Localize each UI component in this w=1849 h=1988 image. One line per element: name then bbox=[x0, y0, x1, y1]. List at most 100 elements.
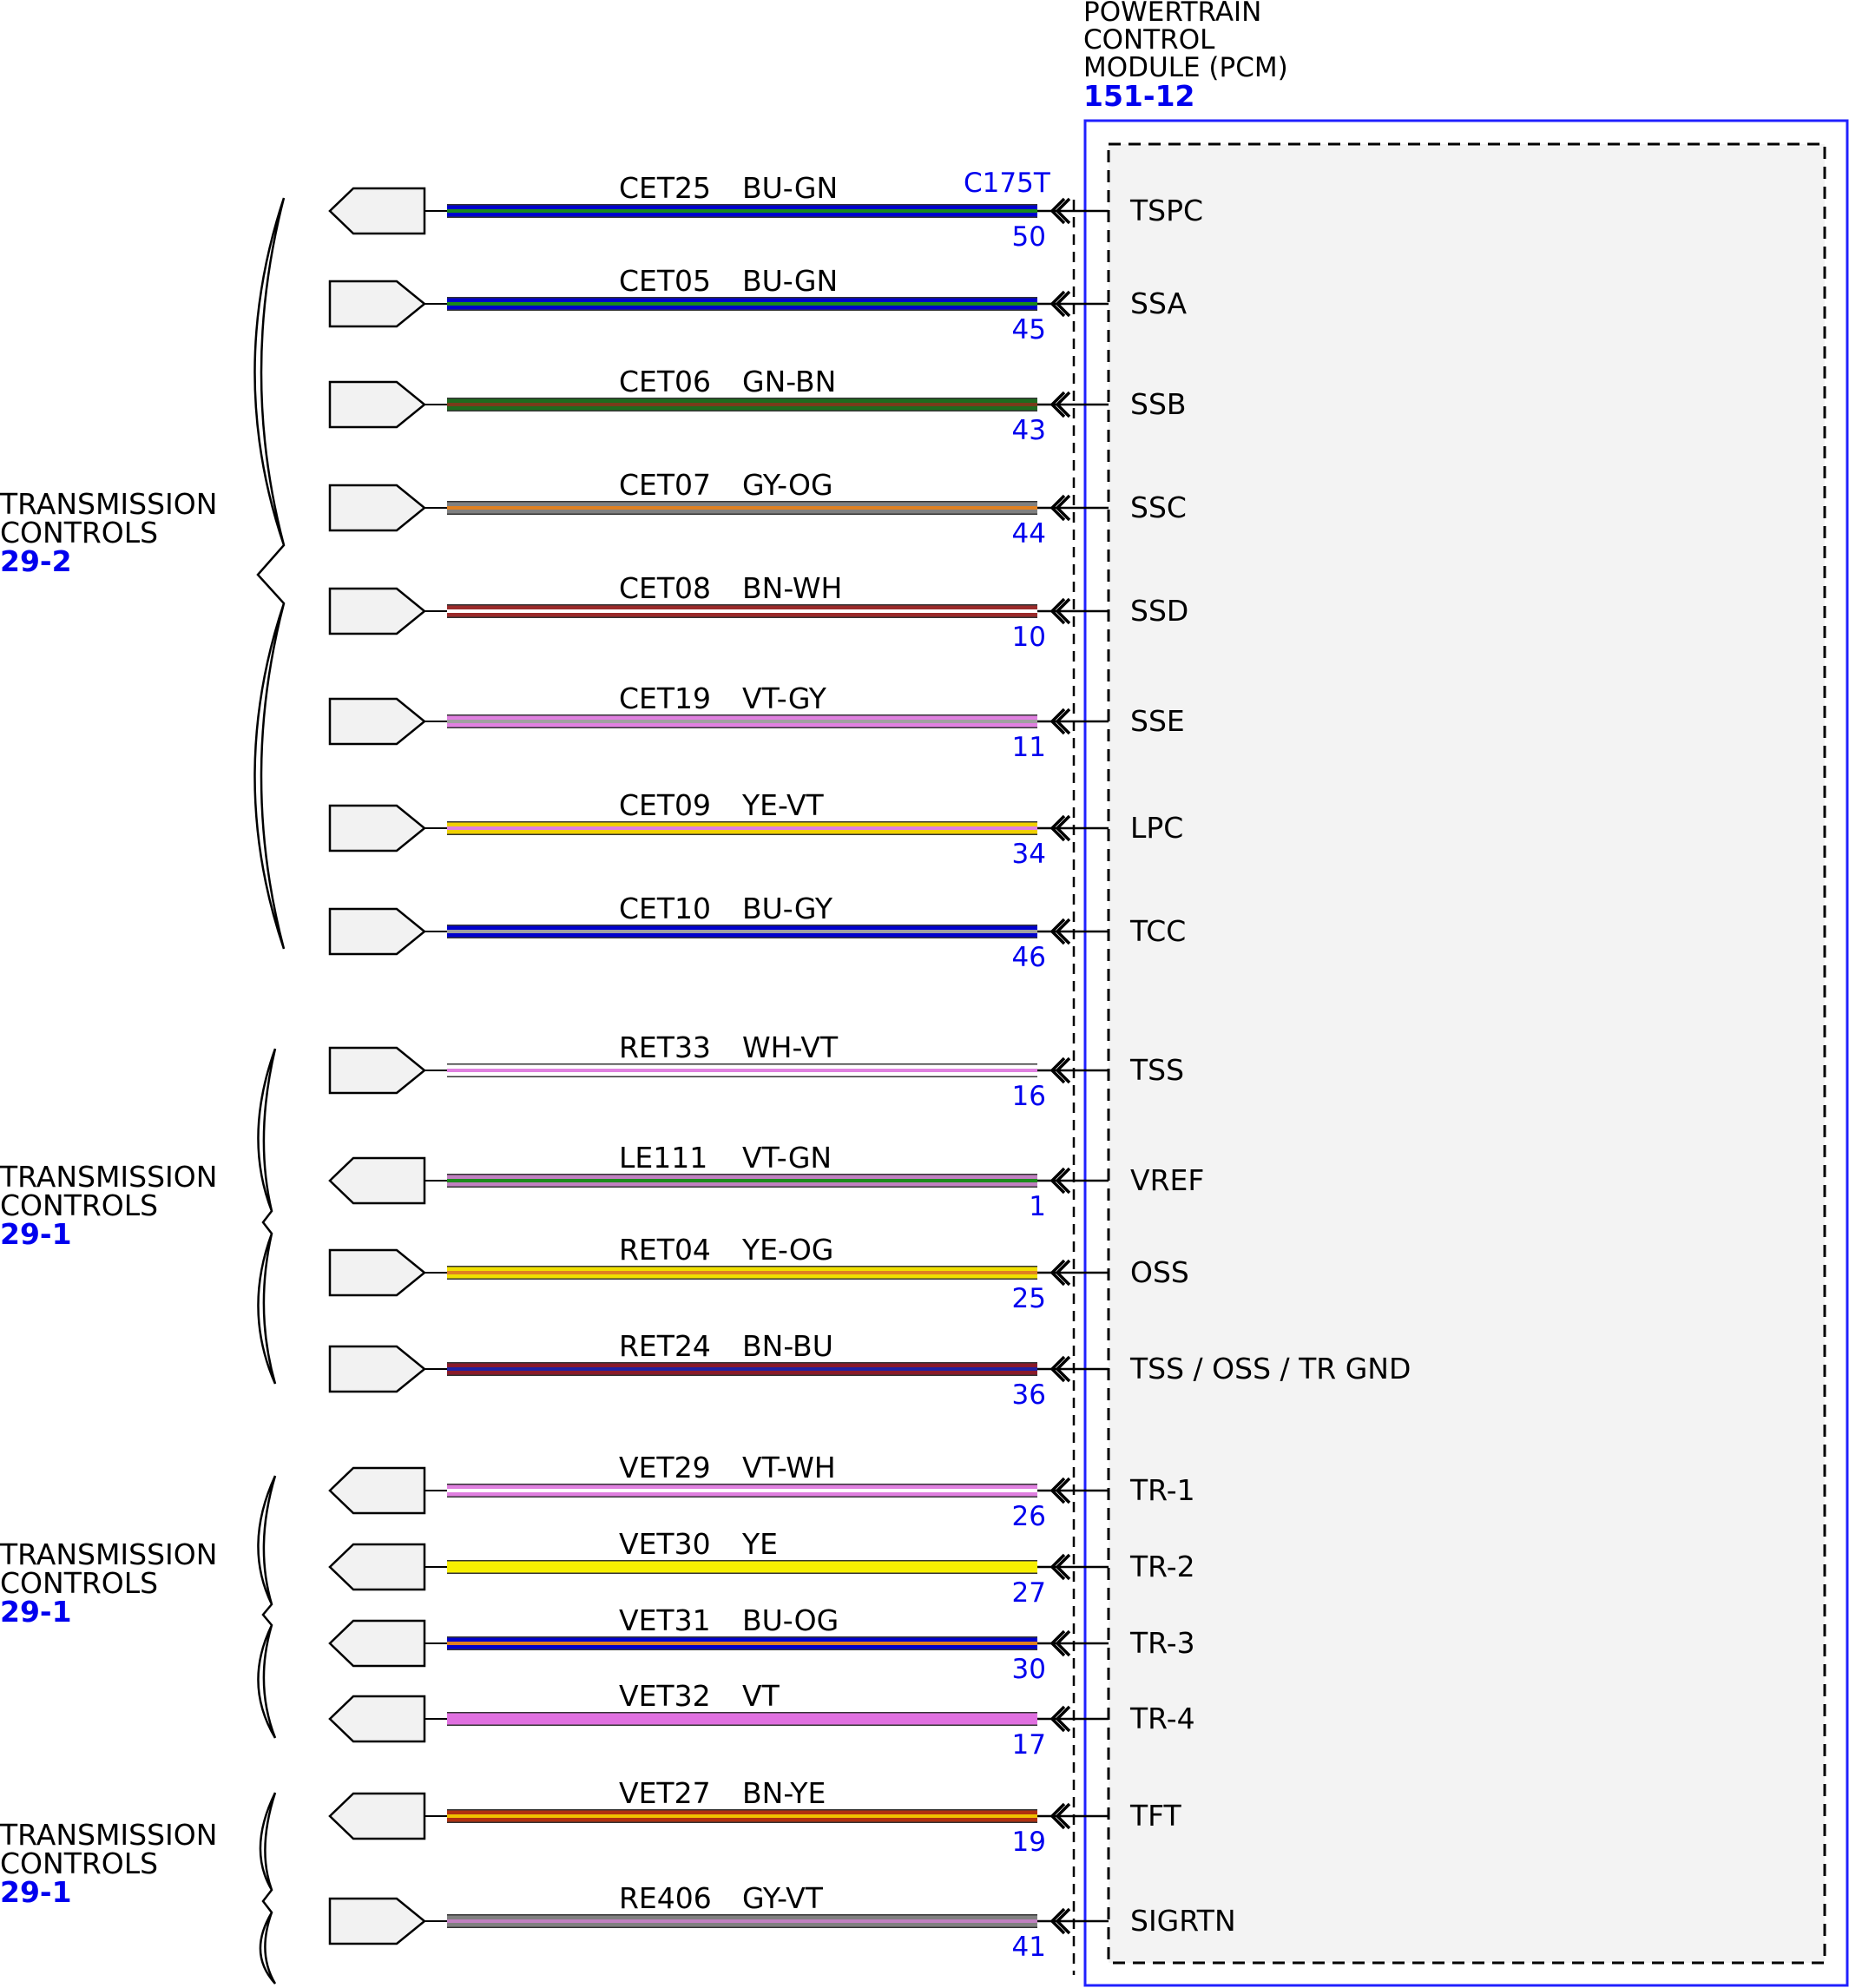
pin-number: 30 bbox=[1012, 1654, 1046, 1685]
pcm-signal-name: TR-4 bbox=[1129, 1702, 1195, 1735]
terminal-connector[interactable] bbox=[328, 484, 426, 532]
pcm-signal-name: LPC bbox=[1130, 811, 1183, 845]
circuit-id: RET24 bbox=[619, 1329, 711, 1363]
group-braces bbox=[253, 197, 286, 1985]
terminal-connector[interactable] bbox=[328, 1046, 426, 1095]
pcm-signal-name: SSD bbox=[1130, 594, 1188, 628]
wire-row: CET06 GN-BN 43 SSB bbox=[328, 365, 1187, 446]
pin-arrow-icon bbox=[1050, 1629, 1071, 1657]
terminal-connector[interactable] bbox=[328, 907, 426, 956]
wire-color-code: BU-GN bbox=[742, 264, 838, 298]
terminal-connector[interactable] bbox=[328, 1543, 426, 1591]
circuit-id: VET32 bbox=[619, 1679, 711, 1713]
pin-number: 10 bbox=[1012, 622, 1046, 653]
terminal-connector[interactable] bbox=[328, 1897, 426, 1945]
terminal-connector[interactable] bbox=[328, 697, 426, 746]
wire-stripe-color bbox=[447, 403, 1037, 406]
wire-row: VET31 BU-OG 30 TR-3 bbox=[328, 1603, 1195, 1685]
pcm-signal-name: TR-3 bbox=[1129, 1626, 1195, 1660]
pin-number: 36 bbox=[1012, 1379, 1046, 1411]
pcm-signal-name: TSS bbox=[1129, 1053, 1184, 1087]
circuit-id: CET06 bbox=[619, 365, 711, 398]
wire-row: CET05 BU-GN 45 SSA bbox=[328, 264, 1188, 346]
group-label-line-1: TRANSMISSION bbox=[0, 487, 217, 521]
terminal-connector[interactable] bbox=[328, 280, 426, 328]
wire-stripe-color bbox=[447, 1179, 1037, 1182]
pin-number: 1 bbox=[1029, 1191, 1046, 1222]
group-brace-1 bbox=[253, 197, 286, 950]
group-ref-link[interactable]: 29-1 bbox=[0, 1595, 72, 1629]
pin-arrow-icon bbox=[1050, 1477, 1071, 1504]
connector-id: C175T bbox=[964, 168, 1051, 199]
wire-rows: CET25 BU-GN 50 TSPC CET05 BU-GN 45 SSA CET06 GN-B… bbox=[328, 171, 1411, 1963]
pin-number: 26 bbox=[1012, 1501, 1046, 1532]
pin-number: 16 bbox=[1012, 1081, 1046, 1112]
pin-number: 45 bbox=[1012, 314, 1046, 346]
group-ref-link[interactable]: 29-1 bbox=[0, 1217, 72, 1251]
group-ref-link[interactable]: 29-2 bbox=[0, 544, 72, 578]
pin-arrow-icon bbox=[1050, 597, 1071, 625]
terminal-connector[interactable] bbox=[328, 1248, 426, 1297]
wire-stripe-color bbox=[447, 1717, 1037, 1721]
wire-row: VET30 YE 27 TR-2 bbox=[328, 1527, 1195, 1609]
wire-stripe-color bbox=[447, 1069, 1037, 1072]
wire-stripe-color bbox=[447, 302, 1037, 306]
terminal-connector[interactable] bbox=[328, 1466, 426, 1515]
circuit-id: CET25 bbox=[619, 171, 711, 205]
wire-color-code: WH-VT bbox=[742, 1030, 839, 1064]
group-label-3: TRANSMISSION CONTROLS 29-1 bbox=[0, 1537, 217, 1629]
group-label-line-2: CONTROLS bbox=[0, 1188, 158, 1222]
pin-arrow-icon bbox=[1050, 1057, 1071, 1084]
wire-color-code: BU-OG bbox=[742, 1603, 839, 1637]
module-ref-link[interactable]: 151-12 bbox=[1083, 79, 1195, 113]
wire-color-code: GN-BN bbox=[742, 365, 836, 398]
terminal-connector[interactable] bbox=[328, 1156, 426, 1205]
circuit-id: VET27 bbox=[619, 1776, 711, 1810]
pin-arrow-icon bbox=[1050, 1553, 1071, 1581]
wire-color-code: VT-WH bbox=[742, 1451, 836, 1484]
group-label-line-1: TRANSMISSION bbox=[0, 1818, 217, 1852]
pin-arrow-icon bbox=[1050, 290, 1071, 318]
group-label-line-2: CONTROLS bbox=[0, 1566, 158, 1600]
pcm-signal-name: TSPC bbox=[1129, 194, 1203, 227]
pin-arrow-icon bbox=[1050, 814, 1071, 842]
circuit-id: CET19 bbox=[619, 681, 711, 715]
wire-row: CET07 GY-OG 44 SSC bbox=[328, 468, 1187, 550]
pin-number: 17 bbox=[1012, 1729, 1046, 1761]
terminal-connector[interactable] bbox=[328, 1792, 426, 1840]
wire-color-code: BN-BU bbox=[742, 1329, 833, 1363]
module-title-line-3: MODULE (PCM) bbox=[1083, 52, 1288, 83]
group-brace-4 bbox=[259, 1792, 277, 1985]
group-label-line-2: CONTROLS bbox=[0, 1846, 158, 1880]
module-title-line-2: CONTROL bbox=[1083, 24, 1215, 56]
wire-color-code: GY-VT bbox=[742, 1881, 824, 1915]
wire-row: CET25 BU-GN 50 TSPC bbox=[328, 171, 1203, 253]
pin-number: 25 bbox=[1012, 1283, 1046, 1314]
terminal-connector[interactable] bbox=[328, 804, 426, 852]
terminal-connector[interactable] bbox=[328, 1619, 426, 1668]
wire-color-code: VT-GN bbox=[742, 1141, 832, 1175]
pcm-signal-name: OSS bbox=[1130, 1255, 1189, 1289]
terminal-connector[interactable] bbox=[328, 380, 426, 429]
pcm-signal-name: SSB bbox=[1130, 387, 1187, 421]
pin-arrow-icon bbox=[1050, 1802, 1071, 1830]
terminal-connector[interactable] bbox=[328, 187, 426, 235]
terminal-connector[interactable] bbox=[328, 1695, 426, 1743]
wire-stripe-color bbox=[447, 1489, 1037, 1492]
wire-stripe-color bbox=[447, 1642, 1037, 1645]
wire-row: VET32 VT 17 TR-4 bbox=[328, 1679, 1195, 1761]
pin-arrow-icon bbox=[1050, 1259, 1071, 1287]
group-ref-link[interactable]: 29-1 bbox=[0, 1875, 72, 1909]
wire-row: VET29 VT-WH 26 TR-1 bbox=[328, 1451, 1195, 1532]
group-brace-2 bbox=[257, 1048, 277, 1385]
wire-row: LE111 VT-GN 1 VREF bbox=[328, 1141, 1204, 1222]
wire-row: RET24 BN-BU 36 TSS / OSS / TR GND bbox=[328, 1329, 1411, 1411]
wire-stripe-color bbox=[447, 506, 1037, 510]
group-label-2: TRANSMISSION CONTROLS 29-1 bbox=[0, 1160, 217, 1251]
terminal-connector[interactable] bbox=[328, 1345, 426, 1393]
pcm-signal-name: TFT bbox=[1129, 1799, 1182, 1833]
terminal-connector[interactable] bbox=[328, 587, 426, 635]
wire-stripe-color bbox=[447, 720, 1037, 723]
wire-color-code: BN-YE bbox=[742, 1776, 826, 1810]
wire-color-code: BU-GY bbox=[742, 892, 833, 925]
